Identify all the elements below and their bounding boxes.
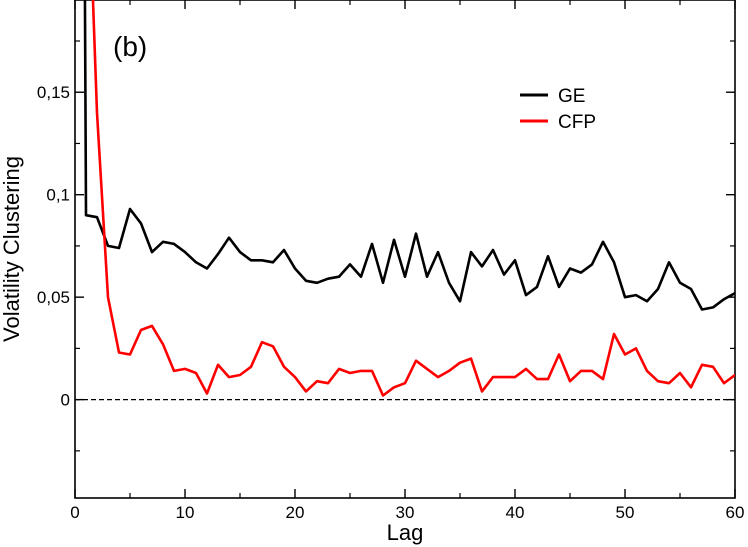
y-tick-label: 0,1 (46, 186, 70, 205)
legend-label-cfp: CFP (558, 112, 596, 133)
plot-frame (74, 0, 736, 499)
x-tick-label: 50 (616, 503, 635, 522)
series-layer (83, 0, 735, 397)
axis-ticks: 0 10 20 30 40 50 60 0 0,05 0,1 0,15 (37, 0, 745, 522)
legend: GE CFP (520, 86, 596, 133)
series-line-ge (83, 0, 735, 311)
x-tick-label: 40 (506, 503, 525, 522)
y-tick-label: 0,05 (37, 288, 70, 307)
x-tick-label: 60 (726, 503, 745, 522)
x-axis-title: Lag (387, 520, 424, 545)
series-line-cfp (91, 0, 735, 397)
x-tick-label: 10 (176, 503, 195, 522)
legend-label-ge: GE (558, 86, 585, 107)
x-tick-label: 30 (396, 503, 415, 522)
panel-label: (b) (113, 31, 147, 62)
x-tick-label: 20 (286, 503, 305, 522)
x-tick-label: 0 (70, 503, 79, 522)
y-tick-label: 0 (61, 391, 70, 410)
y-axis-title: Volatility Clustering (0, 156, 24, 342)
y-tick-label: 0,15 (37, 83, 70, 102)
